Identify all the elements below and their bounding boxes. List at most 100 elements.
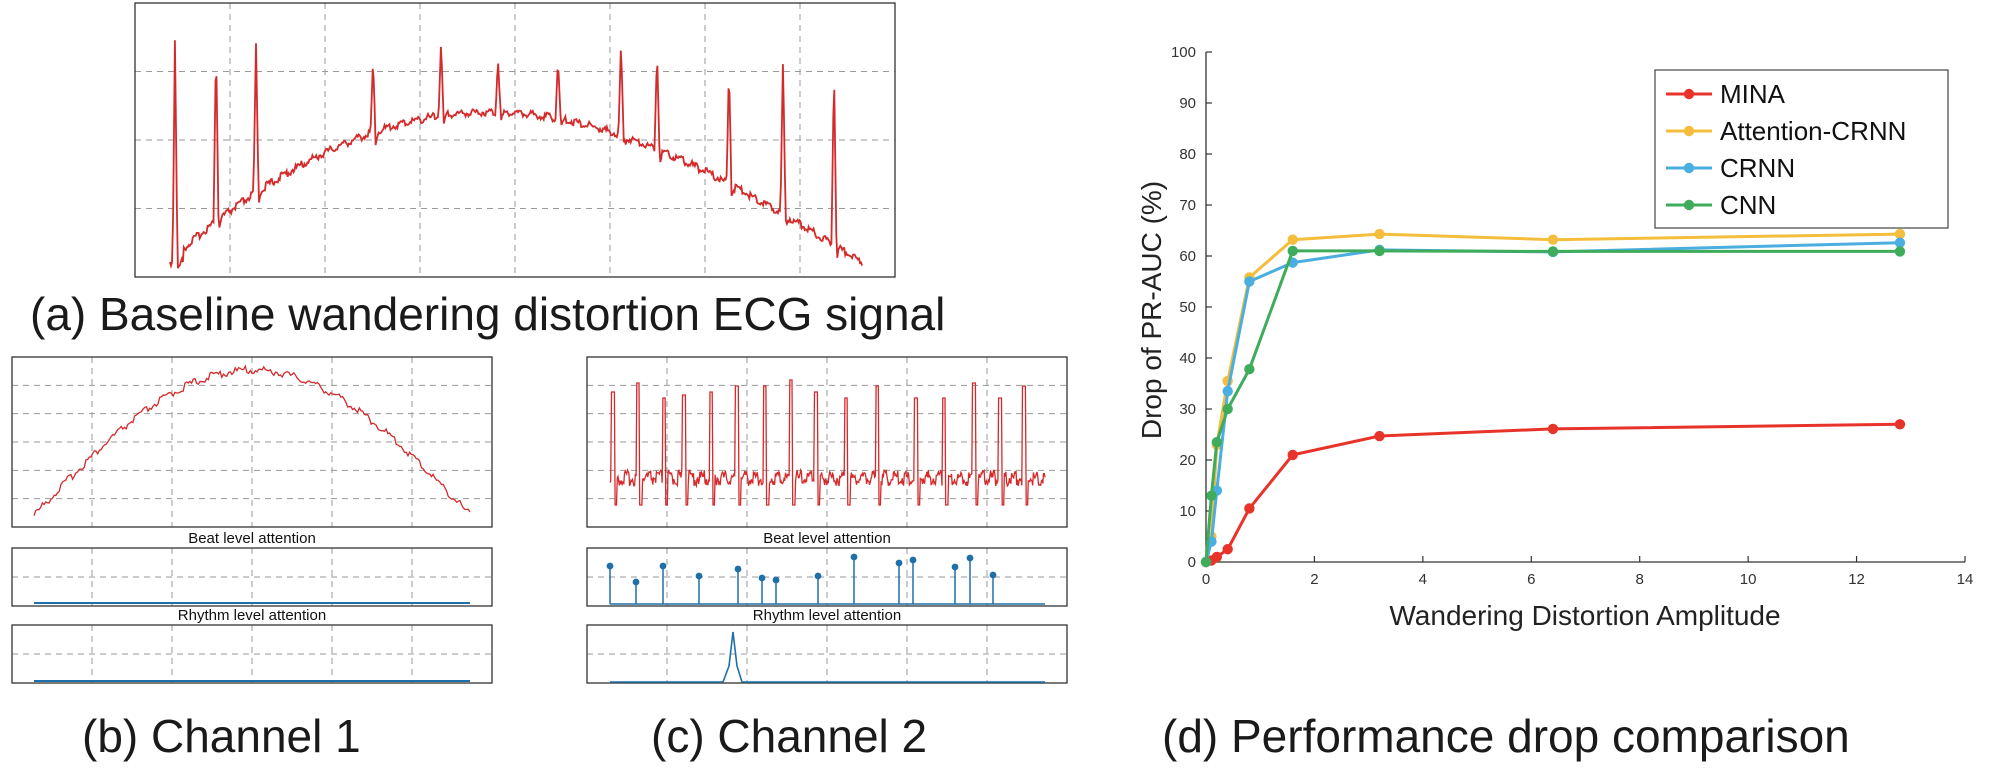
- series-point-crnn: [1894, 237, 1906, 248]
- panel-c-beat-frame: [586, 547, 1068, 607]
- series-point-mina: [1374, 430, 1385, 442]
- attention-stem-marker: [909, 556, 917, 564]
- x-tick-label: 2: [1310, 571, 1318, 588]
- caption-a: (a) Baseline wandering distortion ECG si…: [30, 288, 945, 340]
- legend-swatch-marker: [1683, 199, 1695, 211]
- panel-b-beat-grid: [12, 548, 492, 606]
- panel-d: 0 10 20 30 40 50 60 70 80 90 100 0 2 4 6 8 10 12 14 Wander…: [1136, 44, 1973, 762]
- panel-a-frame: [134, 2, 896, 278]
- panel-c-beat-label: Beat level attention: [763, 530, 891, 547]
- d-ticks: 0 10 20 30 40 50 60 70 80 90 100 0 2 4 6 8 10 12 14: [1171, 44, 1973, 588]
- series-point-cnn: [1374, 245, 1385, 257]
- panel-c-rhythm-label: Rhythm level attention: [753, 607, 901, 624]
- panel-c: Beat level attention Rhythm level attent…: [586, 356, 1068, 762]
- series-point-cnn: [1894, 246, 1906, 257]
- caption-b: (b) Channel 1: [82, 710, 361, 762]
- series-point-attention-crnn: [1894, 228, 1906, 240]
- x-tick-label: 6: [1527, 571, 1535, 588]
- y-tick-label: 0: [1188, 554, 1196, 571]
- x-tick-label: 4: [1419, 571, 1427, 588]
- attention-stem-marker: [695, 572, 703, 580]
- series-point-mina: [1547, 423, 1559, 435]
- panel-b: Beat level attention Rhythm level attent…: [11, 356, 493, 762]
- series-line-attention-crnn: [1204, 232, 1900, 563]
- series-point-attention-crnn: [1287, 234, 1298, 245]
- x-tick-label: 0: [1202, 571, 1210, 588]
- series-point-cnn: [1206, 490, 1217, 501]
- series-point-mina: [1222, 544, 1233, 555]
- panel-b-beat-frame: [11, 547, 493, 607]
- series-point-attention-crnn: [1547, 234, 1559, 245]
- series-point-mina: [1894, 419, 1906, 430]
- panel-a-ecg-trace: [169, 40, 863, 270]
- y-tick-label: 10: [1179, 503, 1196, 520]
- d-x-axis-label: Wandering Distortion Amplitude: [1389, 600, 1780, 631]
- d-legend-items: MINA Attention-CRNN CRNN CNN: [1666, 79, 1906, 220]
- panel-b-rhythm-label: Rhythm level attention: [178, 607, 326, 624]
- panel-c-rhythm-frame: [586, 624, 1068, 684]
- attention-stem-marker: [966, 554, 974, 562]
- panel-c-beat-attention-stems: [606, 553, 1045, 605]
- attention-stem-marker: [734, 565, 742, 573]
- series-line-cnn: [1204, 249, 1900, 563]
- legend-label: CRNN: [1720, 153, 1795, 183]
- d-series: [1200, 228, 1906, 568]
- legend-label: MINA: [1720, 79, 1786, 109]
- series-point-cnn: [1222, 403, 1233, 415]
- attention-stem-marker: [606, 562, 614, 570]
- attention-stem-marker: [632, 578, 640, 586]
- panel-b-signal-frame: [11, 356, 493, 528]
- panel-b-rhythm-frame: [11, 624, 493, 684]
- legend-label: Attention-CRNN: [1720, 116, 1906, 146]
- panel-c-beat-grid: [587, 548, 1067, 606]
- attention-stem-marker: [989, 571, 997, 579]
- panel-c-signal-grid: [587, 357, 1067, 527]
- attention-stem-marker: [659, 562, 667, 570]
- panel-a: (a) Baseline wandering distortion ECG si…: [30, 2, 945, 340]
- attention-stem-marker: [951, 563, 959, 571]
- legend-label: CNN: [1720, 190, 1776, 220]
- y-tick-label: 80: [1179, 146, 1196, 163]
- y-tick-label: 90: [1179, 95, 1196, 112]
- panel-c-rhythm-attention: [610, 631, 1045, 683]
- panel-c-signal-frame: [586, 356, 1068, 528]
- series-line-crnn: [1204, 241, 1900, 563]
- d-y-axis-label: Drop of PR-AUC (%): [1136, 181, 1167, 439]
- series-line-mina: [1205, 422, 1900, 564]
- y-tick-label: 60: [1179, 248, 1196, 265]
- d-legend: MINA Attention-CRNN CRNN CNN: [1654, 69, 1949, 229]
- series-point-cnn: [1200, 556, 1212, 568]
- y-tick-label: 100: [1171, 44, 1196, 61]
- panel-b-signal-grid: [12, 357, 492, 527]
- y-tick-label: 20: [1179, 452, 1196, 469]
- caption-d: (d) Performance drop comparison: [1162, 710, 1850, 762]
- series-point-mina: [1287, 449, 1298, 461]
- series-point-cnn: [1211, 436, 1223, 448]
- attention-stem-marker: [850, 553, 858, 561]
- y-tick-label: 70: [1179, 197, 1196, 214]
- legend-swatch-marker: [1683, 125, 1695, 137]
- y-tick-label: 30: [1179, 401, 1196, 418]
- series-point-attention-crnn: [1374, 228, 1385, 240]
- series-point-cnn: [1287, 245, 1298, 257]
- panel-c-ecg-trace: [609, 379, 1046, 506]
- caption-c: (c) Channel 2: [651, 710, 927, 762]
- panel-b-ecg-trace: [33, 364, 471, 516]
- panel-c-rhythm-grid: [587, 625, 1067, 683]
- series-point-crnn: [1244, 276, 1255, 287]
- x-tick-label: 10: [1740, 571, 1757, 588]
- y-tick-label: 40: [1179, 350, 1196, 367]
- legend-swatch-marker: [1683, 88, 1695, 100]
- legend-swatch-marker: [1683, 162, 1695, 174]
- d-legend-box: [1654, 69, 1949, 229]
- series-point-mina: [1211, 551, 1223, 563]
- series-point-crnn: [1222, 385, 1233, 397]
- x-tick-label: 12: [1848, 571, 1865, 588]
- panel-b-beat-label: Beat level attention: [188, 530, 316, 547]
- attention-stem-marker: [814, 572, 822, 580]
- series-point-cnn: [1547, 246, 1559, 257]
- panel-b-rhythm-grid: [12, 625, 492, 683]
- panel-a-grid: [135, 3, 895, 277]
- attention-stem-marker: [895, 559, 903, 567]
